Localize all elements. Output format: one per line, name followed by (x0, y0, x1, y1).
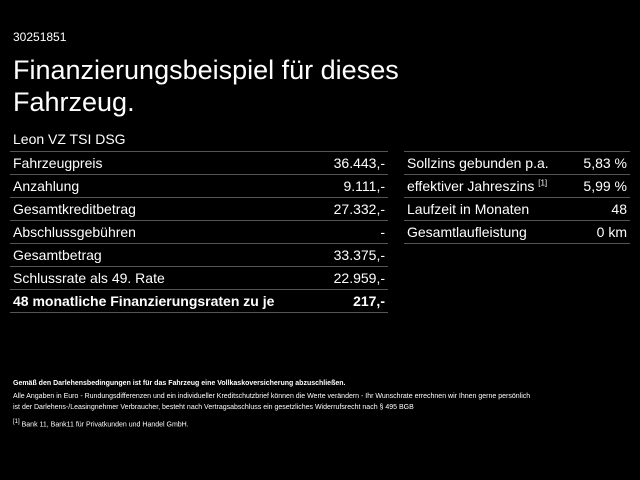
table-row: Anzahlung 9.111,- (10, 174, 388, 197)
row-value: 9.111,- (343, 178, 385, 194)
table-row: Gesamtlaufleistung 0 km (404, 220, 630, 244)
label-text: Laufzeit in Monaten (407, 201, 530, 217)
title-line: Fahrzeug. (13, 87, 135, 117)
row-value: 27.332,- (333, 201, 385, 217)
label-text: Gesamtbetrag (13, 247, 102, 263)
row-label: Abschlussgebühren (13, 224, 136, 240)
footnote-text: Bank 11, Bank11 für Privatkunden und Han… (21, 421, 189, 429)
label-text: Schlussrate als 49. Rate (13, 270, 165, 286)
label-text: Abschlussgebühren (13, 224, 136, 240)
footnote-ref: [1] (538, 178, 548, 188)
row-label: effektiver Jahreszins [1] (407, 178, 547, 194)
row-label: Schlussrate als 49. Rate (13, 270, 165, 286)
title-line: Finanzierungsbeispiel für dieses (13, 55, 399, 85)
table-row: Schlussrate als 49. Rate 22.959,- (10, 266, 388, 289)
row-value: 217,- (353, 293, 385, 309)
row-label: Fahrzeugpreis (13, 155, 103, 171)
disclaimer-line: ist der Darlehens-/Leasingnehmer Verbrau… (13, 404, 414, 411)
row-label: 48 monatliche Finanzierungsraten zu je (13, 293, 274, 309)
label-text: Anzahlung (13, 178, 80, 194)
row-value: 5,99 % (583, 178, 627, 194)
label-text: Fahrzeugpreis (13, 155, 103, 171)
label-text: Gesamtkreditbetrag (13, 201, 136, 217)
table-row: effektiver Jahreszins [1] 5,99 % (404, 174, 630, 197)
label-text: effektiver Jahreszins (407, 178, 535, 194)
row-value: - (380, 224, 385, 240)
row-label: Sollzins gebunden p.a. (407, 155, 549, 171)
row-value: 22.959,- (333, 270, 385, 286)
row-value: 36.443,- (333, 155, 385, 171)
row-label: Gesamtkreditbetrag (13, 201, 136, 217)
rates-table: Sollzins gebunden p.a. 5,83 % effektiver J… (404, 151, 630, 244)
table-row: Gesamtkreditbetrag 27.332,- (10, 197, 388, 220)
row-value: 33.375,- (333, 247, 385, 263)
label-text: Sollzins gebunden p.a. (407, 155, 549, 171)
table-row: Laufzeit in Monaten 48 (404, 197, 630, 220)
row-label: Laufzeit in Monaten (407, 201, 529, 217)
row-value: 5,83 % (583, 155, 627, 171)
model-name: Leon VZ TSI DSG (13, 131, 126, 147)
row-label: Gesamtbetrag (13, 247, 102, 263)
row-label: Gesamtlaufleistung (407, 224, 527, 240)
row-label: Anzahlung (13, 178, 79, 194)
table-row: Fahrzeugpreis 36.443,- (10, 151, 388, 174)
table-row: 48 monatliche Finanzierungsraten zu je 21… (10, 289, 388, 313)
footnote: [1] Bank 11, Bank11 für Privatkunden und… (13, 419, 189, 428)
vehicle-id: 30251851 (13, 30, 67, 44)
table-row: Abschlussgebühren - (10, 220, 388, 243)
table-row: Sollzins gebunden p.a. 5,83 % (404, 151, 630, 174)
insurance-note: Gemäß den Darlehensbedingungen ist für d… (13, 380, 346, 387)
financing-table: Fahrzeugpreis 36.443,- Anzahlung 9.111,- Ges… (10, 151, 388, 313)
label-text: Gesamtlaufleistung (407, 224, 527, 240)
row-value: 0 km (596, 224, 627, 240)
table-row: Gesamtbetrag 33.375,- (10, 243, 388, 266)
footnote-marker: [1] (13, 419, 20, 425)
label-text: 48 monatliche Finanzierungsraten zu je (13, 293, 275, 309)
disclaimer-line: Alle Angaben in Euro - Rundungsdifferenz… (13, 393, 531, 400)
row-value: 48 (611, 201, 627, 217)
